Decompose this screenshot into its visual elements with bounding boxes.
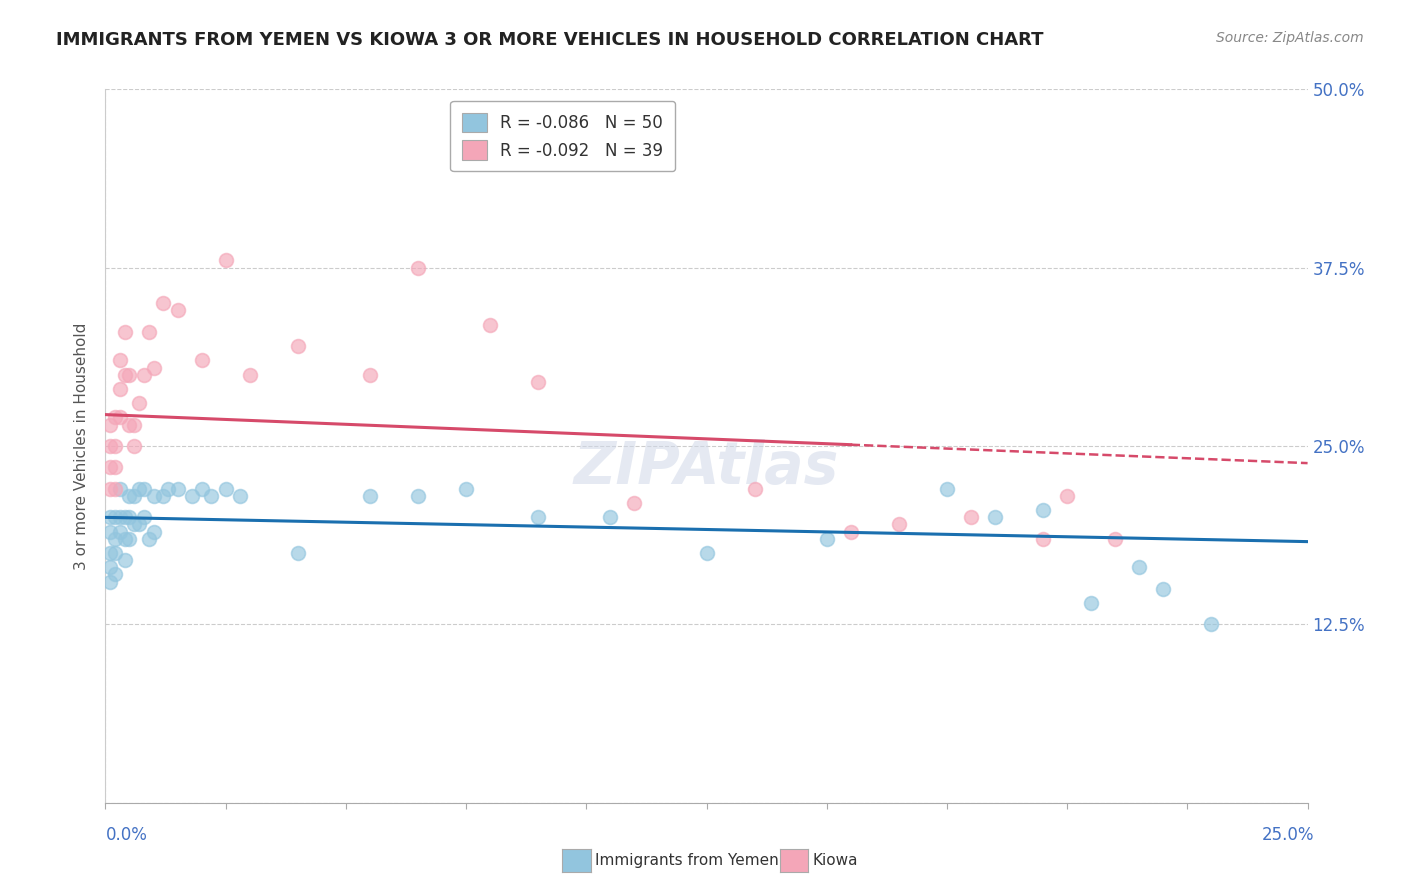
Point	[1152, 582, 1174, 596]
Point	[152, 296, 174, 310]
Point	[181, 489, 204, 503]
Point	[287, 546, 309, 560]
Point	[839, 524, 862, 539]
Point	[190, 482, 212, 496]
Point	[118, 489, 141, 503]
Point	[104, 460, 127, 475]
Point	[936, 482, 959, 496]
Point	[229, 489, 252, 503]
Point	[527, 510, 550, 524]
Point	[118, 368, 141, 382]
Text: Kiowa: Kiowa	[813, 854, 858, 868]
Point	[114, 368, 136, 382]
Point	[124, 489, 146, 503]
Point	[124, 417, 146, 432]
Point	[108, 382, 131, 396]
Point	[1056, 489, 1078, 503]
Point	[1080, 596, 1102, 610]
Point	[104, 532, 127, 546]
Point	[114, 553, 136, 567]
Text: ZIPAtlas: ZIPAtlas	[574, 439, 839, 496]
Point	[124, 439, 146, 453]
Point	[359, 489, 381, 503]
Point	[287, 339, 309, 353]
Point	[124, 517, 146, 532]
Point	[1128, 560, 1150, 574]
Point	[960, 510, 983, 524]
Point	[108, 510, 131, 524]
Point	[132, 482, 155, 496]
Point	[479, 318, 502, 332]
Point	[406, 489, 429, 503]
Point	[454, 482, 477, 496]
Point	[1104, 532, 1126, 546]
Point	[114, 510, 136, 524]
Point	[599, 510, 621, 524]
Point	[108, 524, 131, 539]
Point	[138, 325, 160, 339]
Point	[142, 524, 165, 539]
Point	[118, 532, 141, 546]
Point	[118, 510, 141, 524]
Point	[98, 574, 121, 589]
Point	[200, 489, 222, 503]
Point	[98, 524, 121, 539]
Point	[1032, 532, 1054, 546]
Point	[128, 396, 150, 410]
Text: Source: ZipAtlas.com: Source: ZipAtlas.com	[1216, 31, 1364, 45]
Legend: R = -0.086   N = 50, R = -0.092   N = 39: R = -0.086 N = 50, R = -0.092 N = 39	[450, 101, 675, 171]
Point	[406, 260, 429, 275]
Point	[98, 460, 121, 475]
Point	[114, 325, 136, 339]
Point	[190, 353, 212, 368]
Point	[152, 489, 174, 503]
Point	[104, 546, 127, 560]
Point	[118, 417, 141, 432]
Point	[815, 532, 838, 546]
Point	[108, 410, 131, 425]
Point	[984, 510, 1007, 524]
Point	[108, 482, 131, 496]
Point	[104, 439, 127, 453]
Point	[132, 510, 155, 524]
Point	[156, 482, 179, 496]
Point	[104, 482, 127, 496]
Point	[104, 410, 127, 425]
Point	[1201, 617, 1223, 632]
Point	[98, 417, 121, 432]
Point	[98, 546, 121, 560]
Point	[527, 375, 550, 389]
Point	[696, 546, 718, 560]
Point	[98, 482, 121, 496]
Text: 25.0%: 25.0%	[1263, 826, 1315, 844]
Point	[142, 360, 165, 375]
Point	[98, 560, 121, 574]
Point	[114, 532, 136, 546]
Point	[128, 517, 150, 532]
Point	[214, 482, 236, 496]
Point	[166, 303, 188, 318]
Y-axis label: 3 or more Vehicles in Household: 3 or more Vehicles in Household	[75, 322, 90, 570]
Text: IMMIGRANTS FROM YEMEN VS KIOWA 3 OR MORE VEHICLES IN HOUSEHOLD CORRELATION CHART: IMMIGRANTS FROM YEMEN VS KIOWA 3 OR MORE…	[56, 31, 1043, 49]
Point	[887, 517, 910, 532]
Point	[108, 353, 131, 368]
Point	[623, 496, 645, 510]
Point	[128, 482, 150, 496]
Point	[138, 532, 160, 546]
Point	[744, 482, 766, 496]
Point	[104, 567, 127, 582]
Point	[166, 482, 188, 496]
Text: Immigrants from Yemen: Immigrants from Yemen	[595, 854, 779, 868]
Point	[359, 368, 381, 382]
Point	[132, 368, 155, 382]
Point	[142, 489, 165, 503]
Point	[214, 253, 236, 268]
Point	[98, 439, 121, 453]
Point	[98, 510, 121, 524]
Point	[104, 510, 127, 524]
Point	[1032, 503, 1054, 517]
Text: 0.0%: 0.0%	[105, 826, 148, 844]
Point	[239, 368, 262, 382]
